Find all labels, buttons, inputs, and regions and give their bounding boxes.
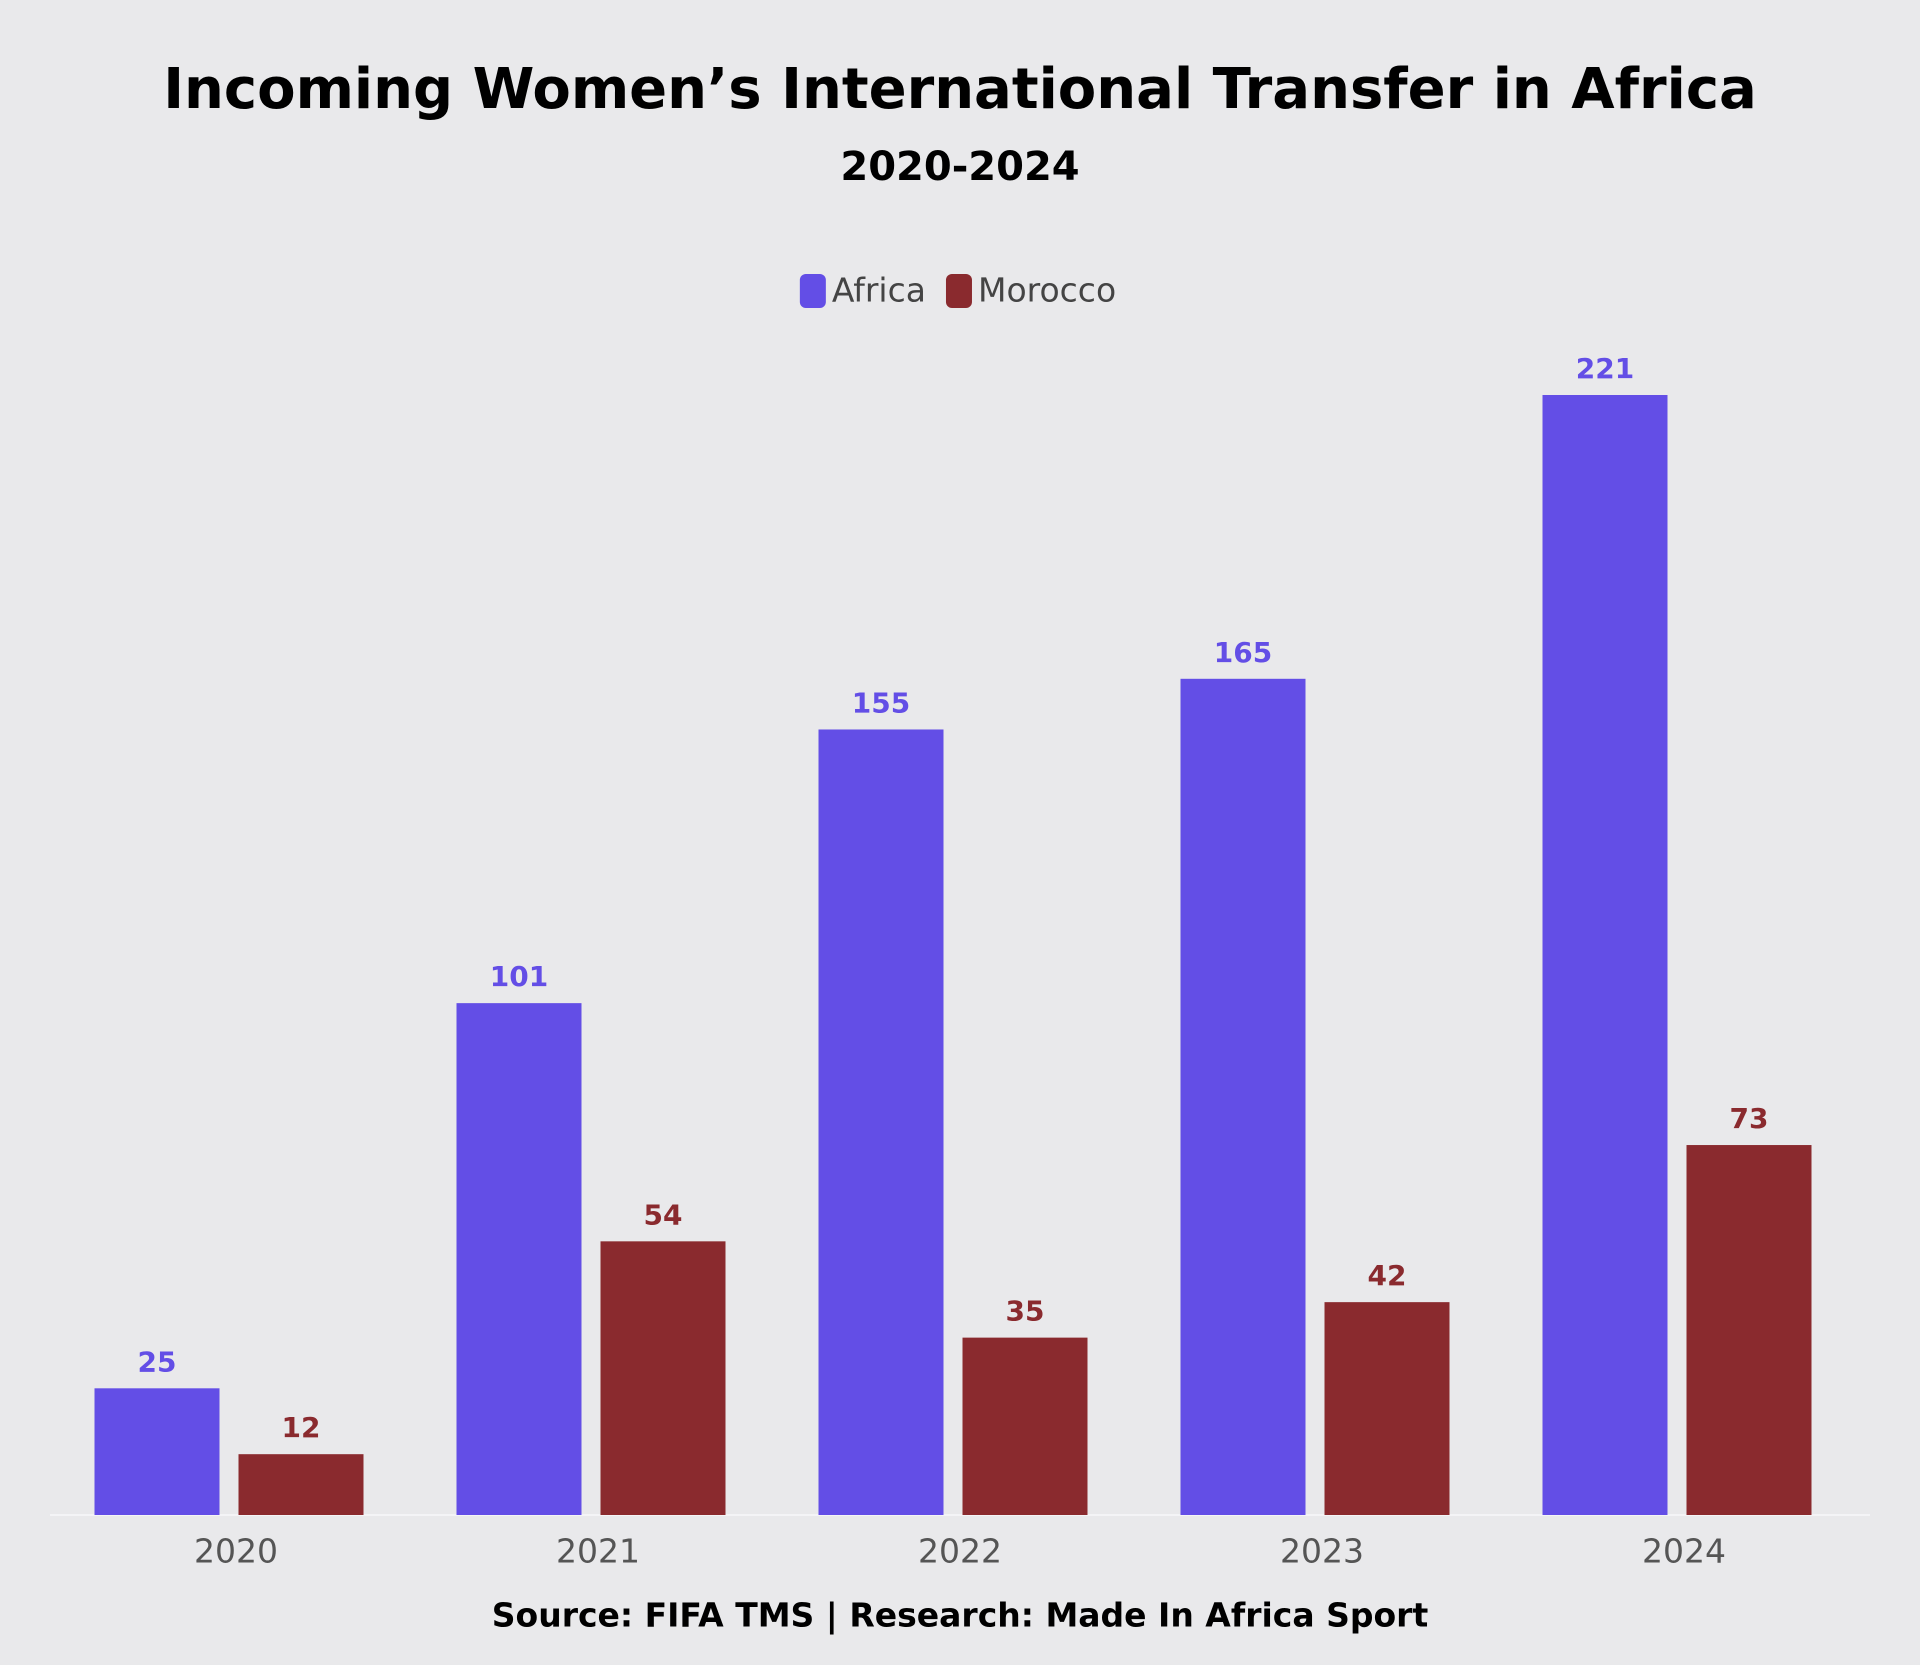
legend-label: Africa [832, 271, 926, 310]
x-tick-label: 2023 [1280, 1532, 1364, 1571]
value-label: 221 [1576, 352, 1634, 385]
bar [1324, 1302, 1450, 1515]
value-label: 42 [1368, 1259, 1407, 1292]
legend-swatch [799, 274, 826, 308]
bar [600, 1241, 726, 1515]
legend-swatch [945, 274, 972, 308]
bar [1686, 1145, 1812, 1515]
value-label: 73 [1730, 1102, 1769, 1135]
bar [456, 1003, 582, 1515]
value-label: 155 [852, 686, 910, 719]
x-tick-label: 2020 [194, 1532, 278, 1571]
x-tick-label: 2022 [918, 1532, 1002, 1571]
bar [1542, 395, 1668, 1515]
bar [238, 1454, 364, 1515]
legend-label: Morocco [978, 271, 1116, 310]
source-note: Source: FIFA TMS | Research: Made In Afr… [492, 1596, 1429, 1635]
value-label: 25 [138, 1345, 177, 1378]
value-label: 165 [1214, 636, 1272, 669]
value-label: 12 [282, 1411, 321, 1444]
bar [818, 729, 944, 1515]
bar [962, 1337, 1088, 1515]
x-tick-label: 2024 [1642, 1532, 1726, 1571]
value-label: 35 [1006, 1295, 1045, 1328]
value-label: 101 [490, 960, 548, 993]
chart-title: Incoming Women’s International Transfer … [163, 57, 1757, 122]
x-tick-label: 2021 [556, 1532, 640, 1571]
chart-subtitle: 2020-2024 [840, 144, 1079, 190]
bar [94, 1388, 220, 1515]
bar [1180, 678, 1306, 1515]
value-label: 54 [644, 1198, 683, 1231]
